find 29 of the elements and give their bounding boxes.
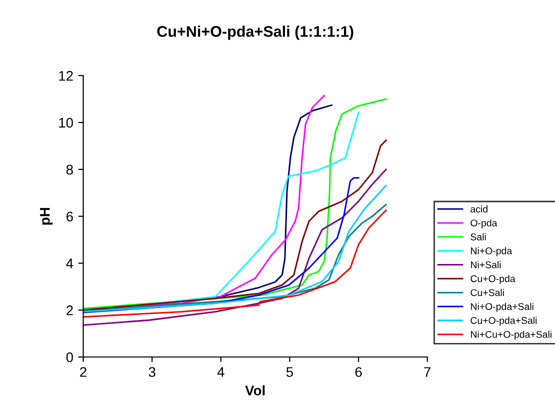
y-tick-label: 0	[66, 352, 73, 362]
x-tick-label: 7	[424, 367, 431, 377]
x-tick-label: 5	[286, 367, 293, 377]
legend-label: Ni+O-pda+Sali	[471, 302, 534, 312]
line-series	[83, 98, 387, 310]
x-axis-title: Vol	[245, 385, 265, 396]
legend-label: Sali	[470, 233, 486, 240]
legend-label: Cu+Sali	[470, 288, 504, 296]
x-tick-label: 3	[148, 367, 156, 377]
y-tick-label: 4	[66, 258, 74, 268]
x-tick-label: 6	[355, 367, 362, 377]
x-tick-label: 4	[217, 367, 224, 377]
legend-label: Cu+O-pda	[470, 275, 516, 284]
y-tick-label: 2	[66, 305, 73, 316]
x-tick-label: 2	[80, 367, 86, 377]
legend-label: O-pda	[470, 219, 498, 228]
y-axis-title: pH	[40, 208, 53, 225]
y-tick-label: 6	[66, 212, 73, 222]
legend-label: Ni+O-pda	[471, 247, 512, 256]
line-series	[83, 168, 387, 326]
y-tick-label: 8	[66, 164, 73, 175]
legend-label: acid	[470, 205, 488, 213]
legend-label: Ni+Sali	[471, 261, 501, 268]
legend-label: Ni+Cu+O-pda+Sali	[471, 330, 552, 340]
chart-title: Cu+Ni+O-pda+Sali (1:1:1:1)	[157, 26, 354, 40]
legend-label: Cu+O-pda+Sali	[470, 316, 537, 326]
y-tick-label: 10	[59, 118, 73, 128]
y-tick-label: 12	[59, 70, 73, 81]
line-series	[83, 140, 387, 311]
